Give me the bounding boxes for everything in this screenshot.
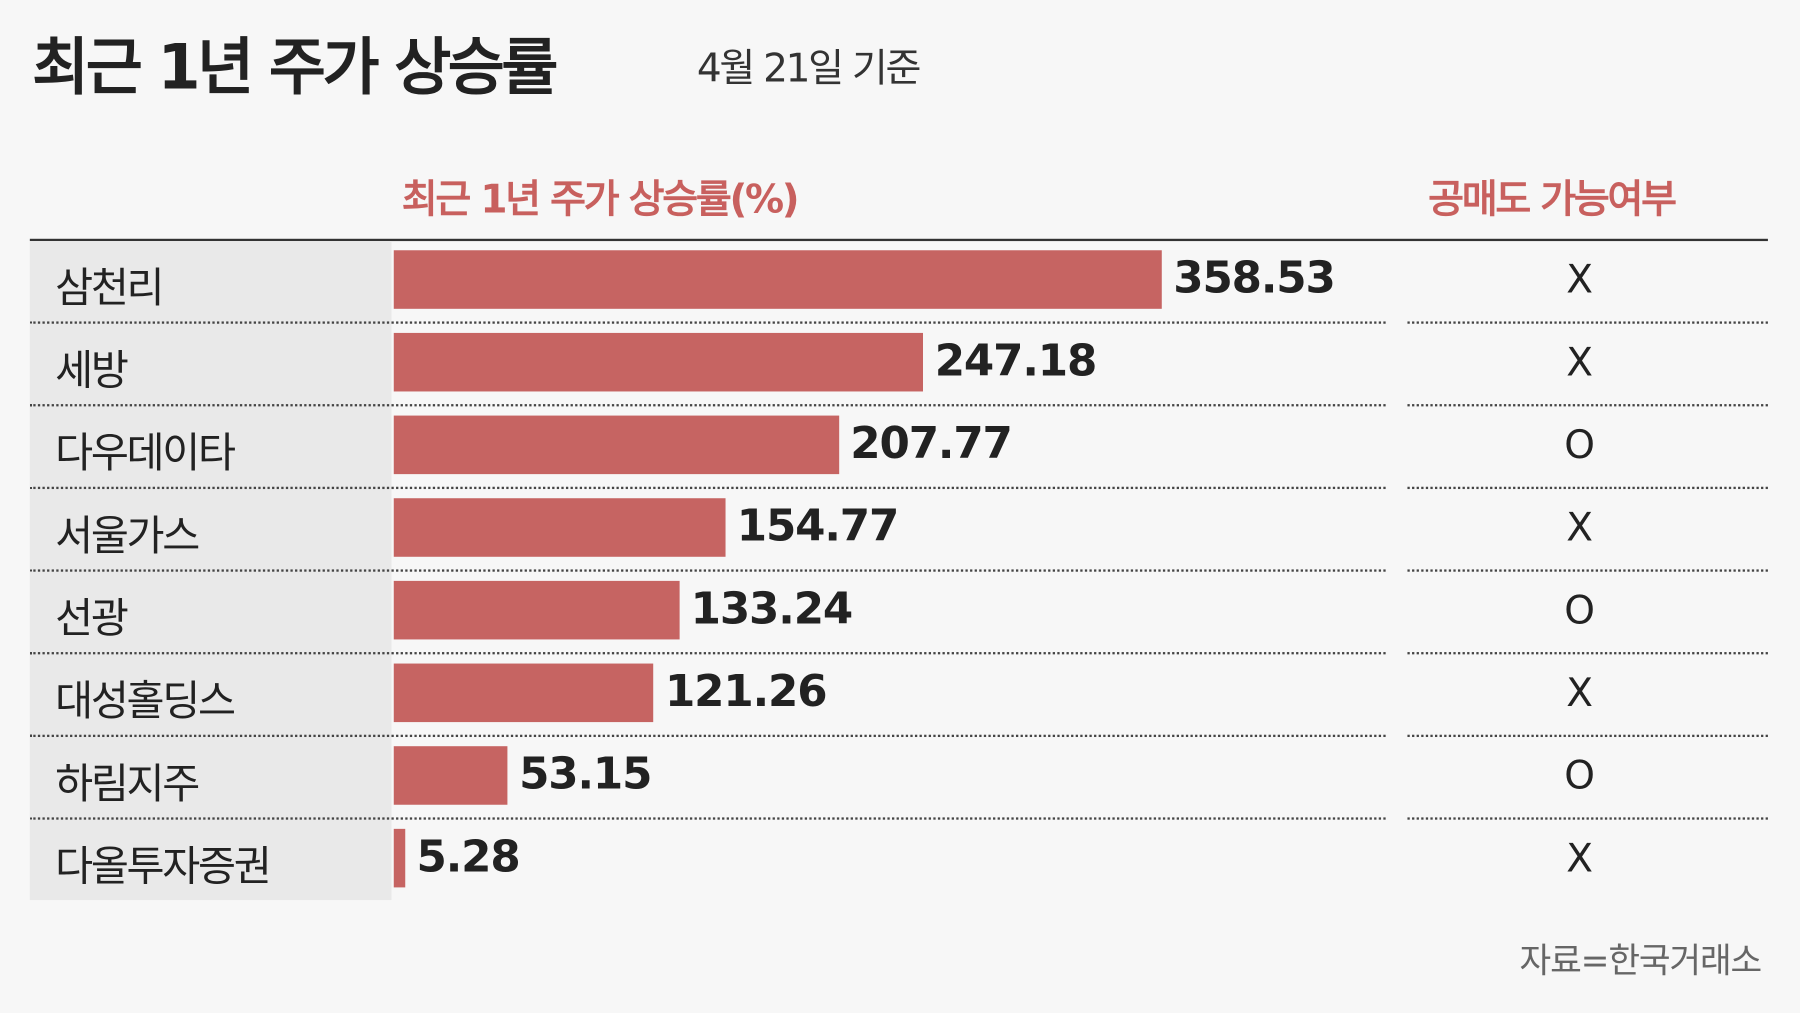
short-selling-mark: X: [1566, 505, 1594, 552]
data-label: 133.24: [690, 583, 854, 634]
chart-subtitle: 4월 21일 기준: [696, 45, 922, 92]
row-divider: [29, 569, 1386, 572]
row-divider: [1407, 569, 1768, 572]
category-label: 다올투자증권: [55, 843, 272, 891]
bar: [393, 828, 406, 888]
row-divider: [1407, 486, 1768, 490]
short-selling-mark: O: [1564, 422, 1596, 469]
row-divider: [1407, 817, 1768, 820]
table-row: 선광 133.24 O: [0, 572, 1800, 655]
row-divider: [1407, 404, 1768, 407]
short-selling-mark: X: [1566, 257, 1594, 304]
short-selling-mark: X: [1566, 339, 1594, 386]
table-row: 다우데이타 207.77 O: [0, 406, 1800, 490]
table-row: 대성홀딩스 121.26 X: [0, 654, 1800, 738]
short-selling-mark: O: [1564, 587, 1596, 634]
rise-column-header: 최근 1년 주가 상승률(%): [401, 176, 800, 223]
header-divider: [29, 238, 1768, 242]
table-row: 세방 247.18 X: [0, 324, 1800, 407]
table-row: 하림지주 53.15 O: [0, 737, 1800, 820]
data-label: 207.77: [850, 417, 1013, 469]
category-label: 선광: [55, 595, 129, 643]
row-divider: [1407, 321, 1768, 324]
category-label: 서울가스: [55, 513, 200, 561]
bar: [393, 580, 680, 640]
bar: [393, 663, 654, 723]
bar: [393, 498, 726, 557]
category-label: 삼천리: [55, 265, 164, 313]
row-divider: [29, 652, 1386, 655]
data-label: 358.53: [1173, 252, 1336, 304]
category-label: 세방: [55, 347, 129, 395]
table-row: 서울가스 154.77 X: [0, 489, 1800, 572]
source-note: 자료=한국거래소: [1519, 941, 1763, 982]
row-divider: [29, 404, 1386, 407]
table-row: 삼천리 358.53 X: [0, 241, 1800, 324]
bar: [393, 332, 924, 392]
short-selling-mark: X: [1566, 835, 1594, 882]
bar: [393, 415, 839, 475]
short-selling-mark: X: [1566, 670, 1594, 717]
data-label: 154.77: [736, 500, 900, 552]
row-divider: [1407, 652, 1768, 655]
category-label: 하림지주: [55, 761, 200, 809]
data-label: 53.15: [519, 748, 652, 800]
short-selling-mark: O: [1564, 753, 1596, 800]
row-divider: [29, 486, 1386, 490]
category-label: 다우데이타: [55, 430, 236, 478]
row-divider: [1407, 734, 1768, 738]
short-selling-column-header: 공매도 가능여부: [1428, 176, 1677, 223]
chart-title: 최근 1년 주가 상승률: [32, 30, 558, 104]
data-label: 121.26: [664, 665, 828, 717]
data-label: 247.18: [934, 335, 1098, 386]
bar: [393, 250, 1162, 309]
row-divider: [29, 817, 1386, 820]
data-label: 5.28: [416, 831, 521, 882]
bar: [393, 746, 508, 805]
category-label: 대성홀딩스: [55, 678, 236, 726]
row-divider: [29, 734, 1386, 738]
table-row: 다올투자증권 5.28 X: [0, 820, 1800, 903]
row-divider: [29, 321, 1386, 324]
